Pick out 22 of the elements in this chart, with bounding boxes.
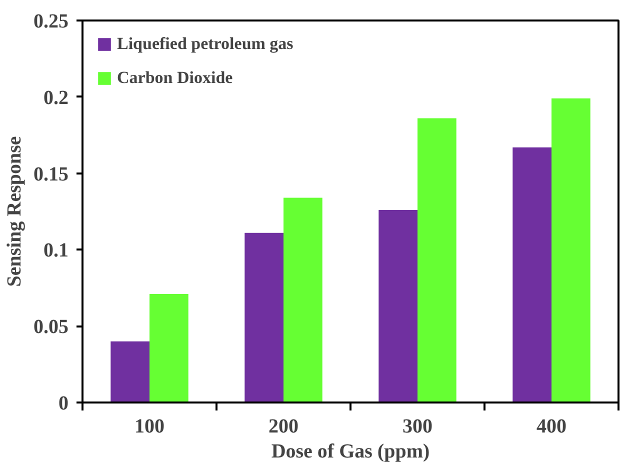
x-axis-title: Dose of Gas (ppm) xyxy=(271,440,430,462)
y-tick-label: 0 xyxy=(58,392,68,414)
x-tick-label: 200 xyxy=(268,416,298,438)
bar xyxy=(150,294,188,402)
bar xyxy=(378,210,418,402)
x-tick-label: 400 xyxy=(536,416,566,438)
bar xyxy=(552,98,590,402)
bar xyxy=(512,147,552,402)
bar xyxy=(284,198,322,402)
y-tick-label: 0.15 xyxy=(34,163,68,186)
bar xyxy=(244,232,284,402)
y-tick-label: 0.1 xyxy=(44,240,68,262)
y-axis-title: Sensing Response xyxy=(4,136,26,287)
x-tick-label: 300 xyxy=(402,416,432,438)
y-tick-label: 0.25 xyxy=(34,10,68,32)
y-tick-label: 0.2 xyxy=(44,86,68,109)
legend-label: Carbon Dioxide xyxy=(117,68,233,88)
bar xyxy=(110,341,150,402)
x-tick-label: 100 xyxy=(134,416,164,438)
y-tick-label: 0.05 xyxy=(34,316,68,338)
bar xyxy=(418,118,456,402)
legend-label: Liquefied petroleum gas xyxy=(117,34,294,54)
